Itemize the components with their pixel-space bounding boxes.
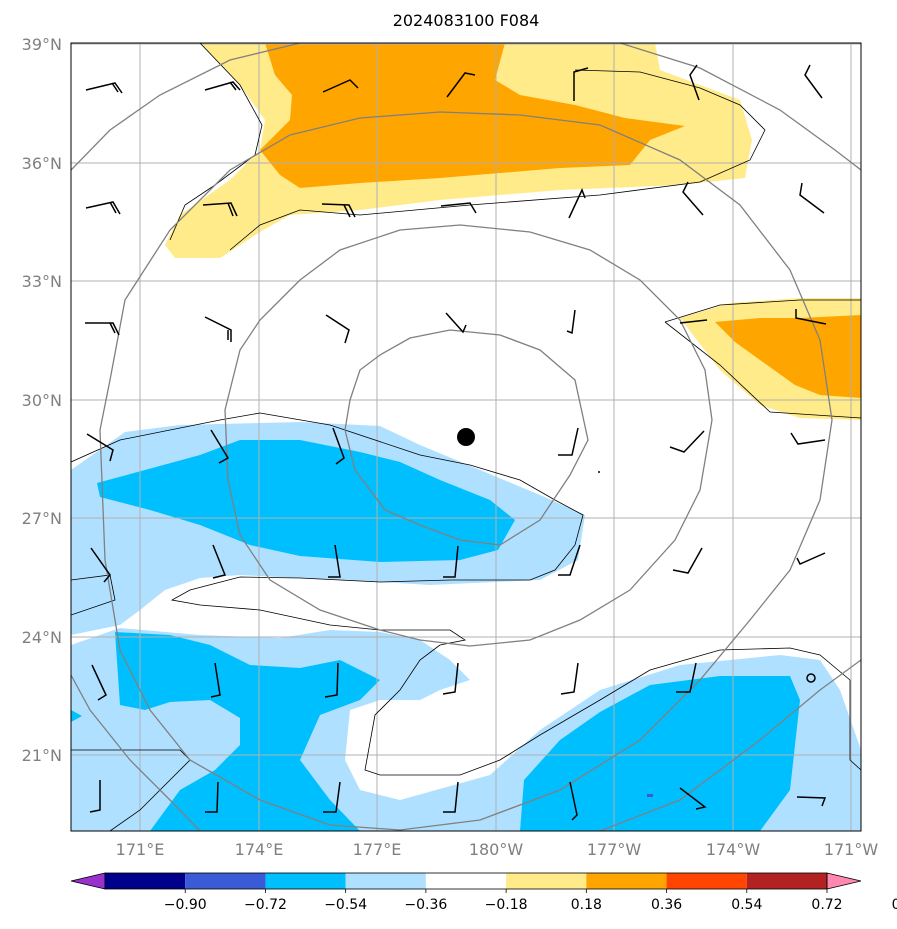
- colorbar-tick-label: 0.36: [651, 897, 682, 913]
- grid-lines: [71, 43, 861, 831]
- lat-label: 21°N: [22, 746, 62, 765]
- lat-label: 24°N: [22, 628, 62, 647]
- map-title: 2024083100 F084: [393, 11, 540, 30]
- map-frame: [70, 42, 862, 832]
- distance-rings: [71, 43, 861, 831]
- colorbar-tick-label: 0.54: [731, 897, 762, 913]
- colorbar-frame: [104, 872, 828, 890]
- calm-wind-marker: [806, 673, 816, 683]
- colorbar-tick-label: −0.36: [404, 897, 447, 913]
- colorbar-segment: [586, 873, 667, 889]
- lat-label: 36°N: [22, 154, 62, 173]
- negative-anomaly-strong: [71, 440, 800, 831]
- small-dot: [598, 471, 600, 473]
- colorbar-tick-label: −0.54: [324, 897, 367, 913]
- colorbar-tick-label: 0.90: [892, 897, 897, 913]
- longitude-labels: 171°E 174°E 177°E 180°W 177°W 174°W 171°…: [116, 840, 879, 859]
- wind-barbs: [85, 64, 827, 821]
- colorbar-segment: [666, 873, 747, 889]
- lon-label: 174°W: [706, 840, 761, 859]
- lon-label: 174°E: [235, 840, 284, 859]
- center-marker: [457, 428, 475, 446]
- colorbar-segment: [345, 873, 426, 889]
- lon-label: 171°E: [116, 840, 165, 859]
- colorbar-tick-label: −0.72: [244, 897, 287, 913]
- lon-label: 177°W: [587, 840, 642, 859]
- colorbar-segment: [265, 873, 346, 889]
- lat-label: 39°N: [22, 35, 62, 54]
- colorbar-tick-label: 0.72: [811, 897, 842, 913]
- colorbar-extend-high: [826, 872, 862, 890]
- small-blue-patch: [647, 794, 653, 797]
- colorbar-segment: [506, 873, 587, 889]
- colorbar-tick-label: −0.18: [485, 897, 528, 913]
- colorbar-segment: [105, 873, 186, 889]
- lon-label: 180°W: [469, 840, 524, 859]
- lat-label: 30°N: [22, 391, 62, 410]
- colorbar: −0.90 −0.72 −0.54 −0.36 −0.18 0.18 0.36 0.54 0.7…: [70, 872, 897, 913]
- colorbar-tick-label: 0.18: [571, 897, 602, 913]
- lon-label: 177°E: [353, 840, 402, 859]
- latitude-labels: 39°N 36°N 33°N 30°N 27°N 24°N 21°N: [22, 35, 62, 765]
- colorbar-extend-low: [70, 872, 106, 890]
- colorbar-tick-label: −0.90: [164, 897, 207, 913]
- lon-label: 171°W: [824, 840, 879, 859]
- colorbar-segment: [425, 873, 507, 889]
- lat-label: 33°N: [22, 272, 62, 291]
- map-area: [71, 43, 861, 831]
- lat-label: 27°N: [22, 509, 62, 528]
- colorbar-segment: [746, 873, 827, 889]
- colorbar-segment: [185, 873, 266, 889]
- positive-anomaly-strong: [260, 43, 861, 398]
